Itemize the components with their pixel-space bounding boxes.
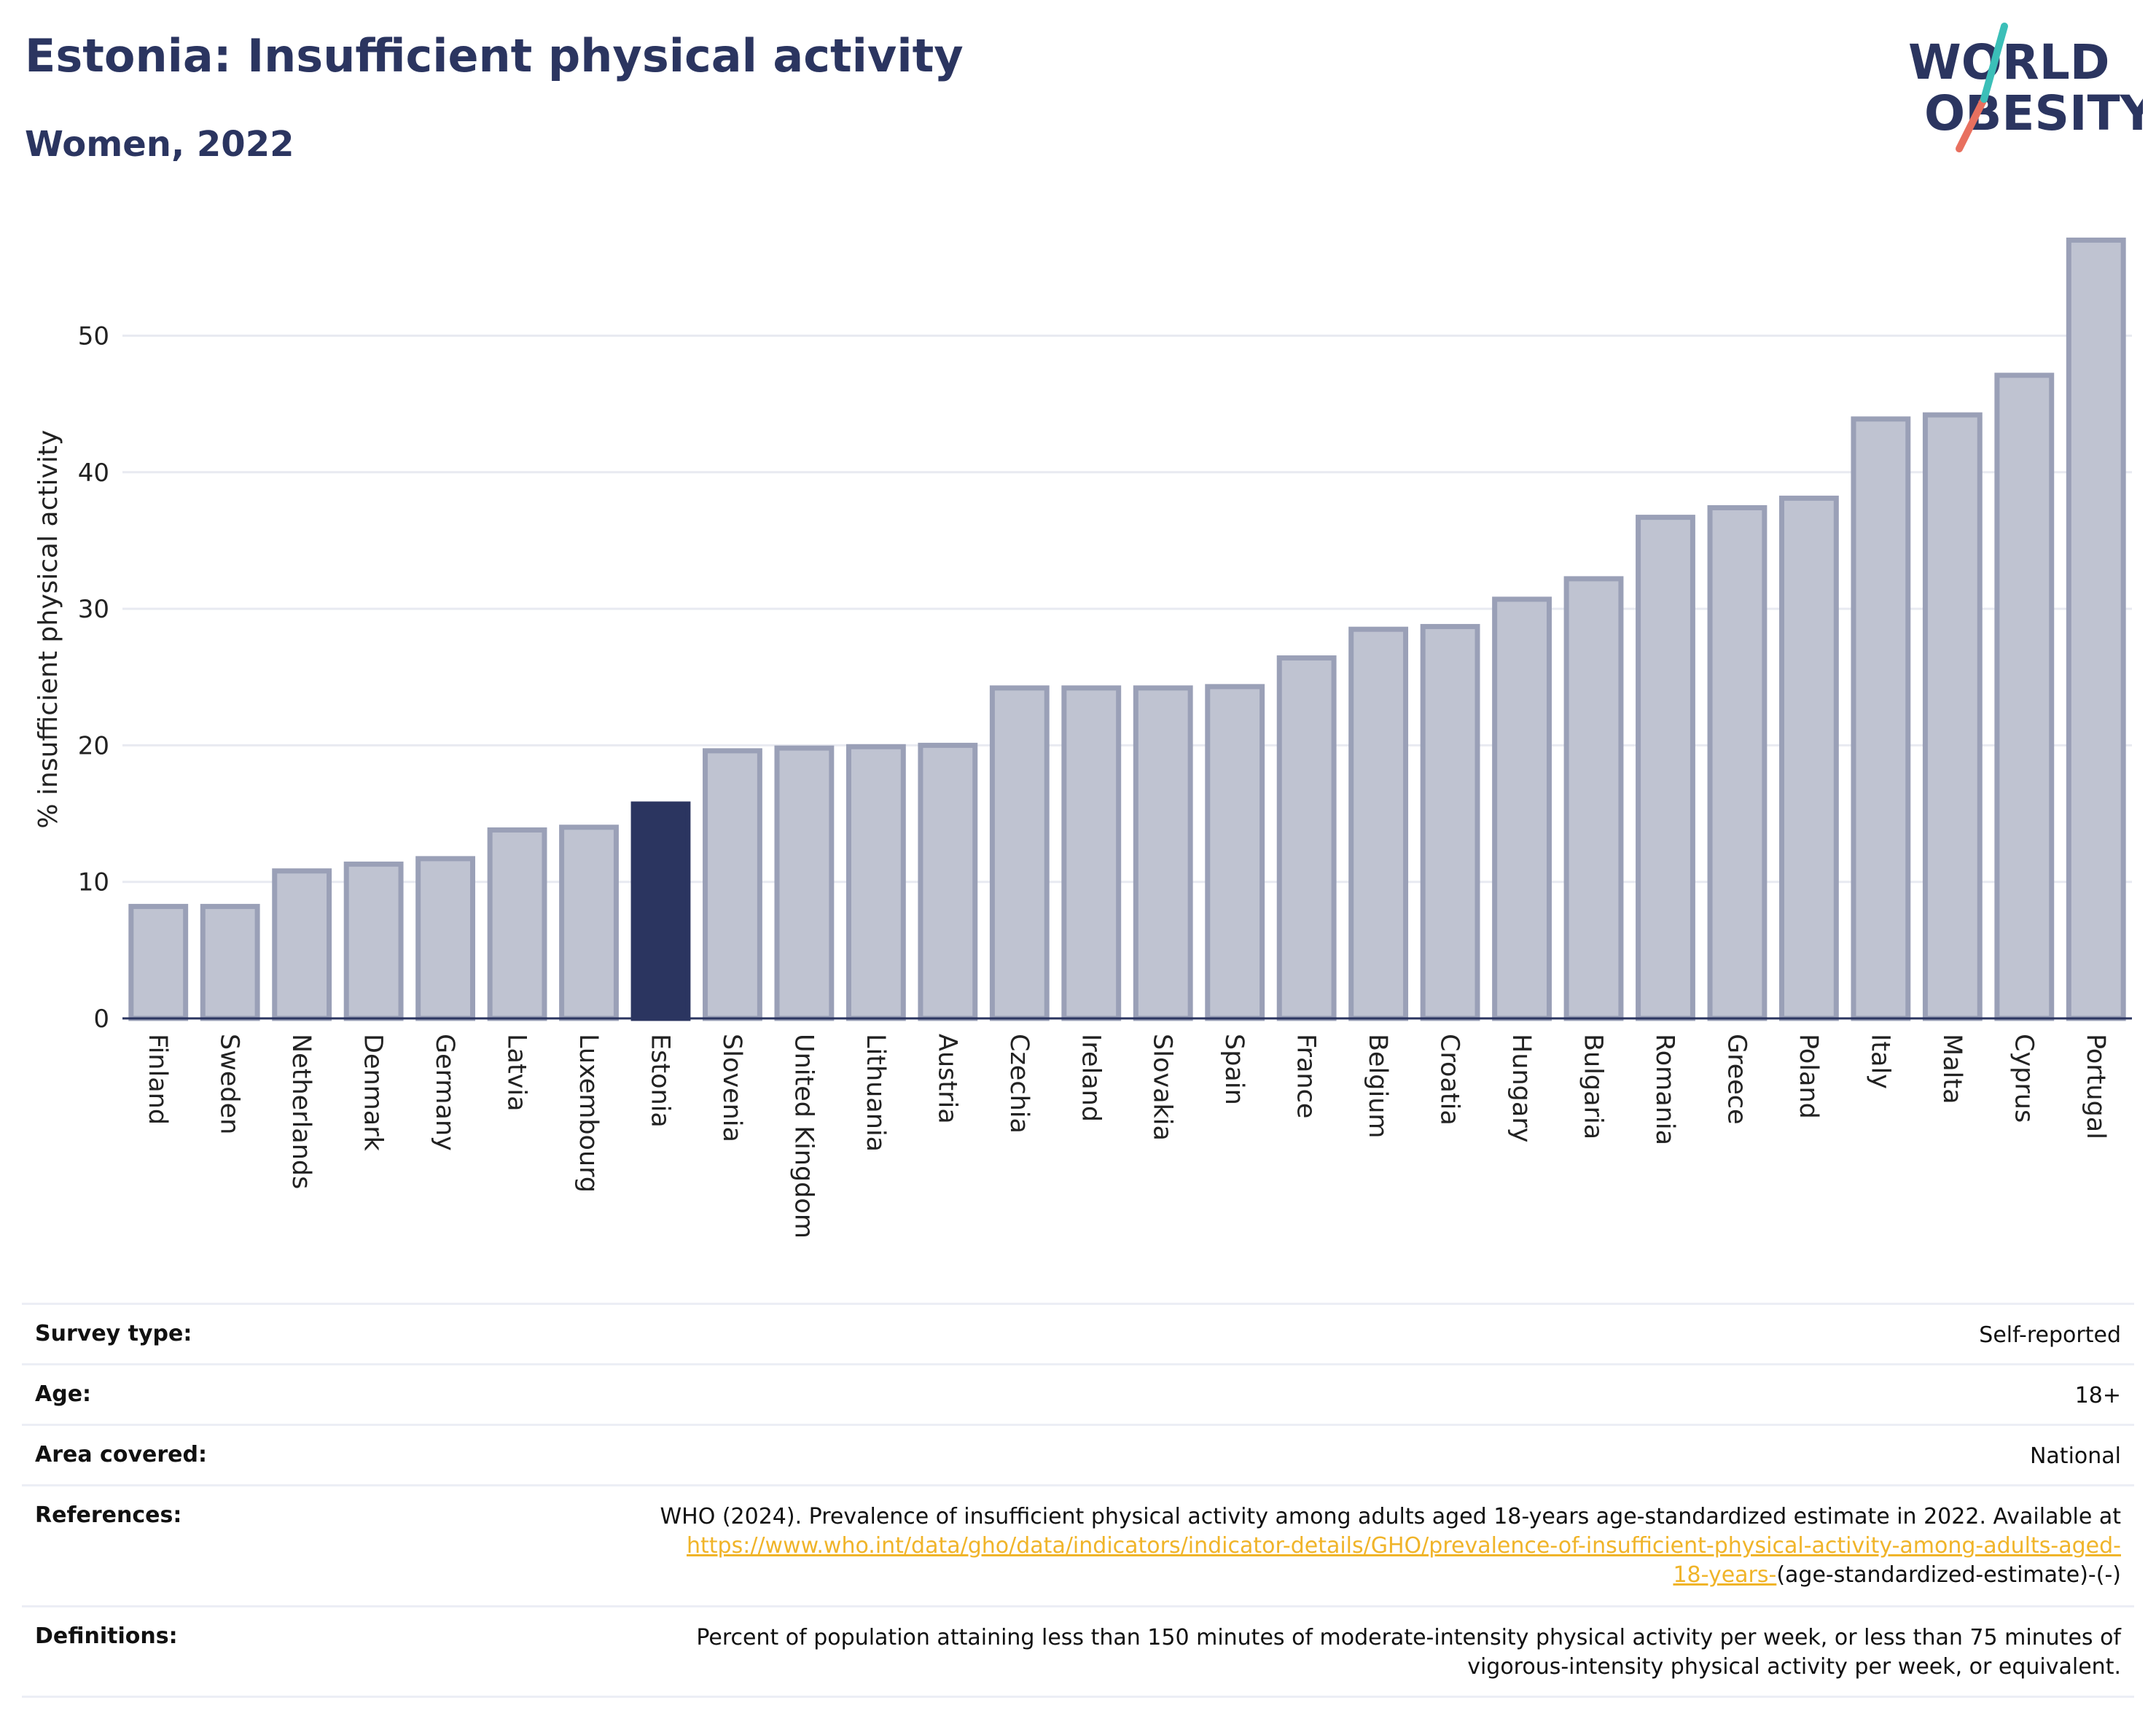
age-label: Age: [35,1381,92,1407]
x-tick-label: Austria [932,1034,961,1124]
logo-line2: OBESITY [1924,85,2143,141]
bars [128,237,2126,1021]
x-tick-label: Latvia [502,1034,531,1112]
x-tick-label: Hungary [1507,1034,1536,1142]
x-tick-label: Slovakia [1148,1034,1177,1141]
y-axis-ticks: 0 10 20 30 40 50 [78,322,109,1034]
x-tick-label: Estonia [645,1034,674,1128]
x-tick-label: Cyprus [2009,1034,2038,1123]
bar-ireland[interactable] [1061,685,1122,1021]
definitions-label: Definitions: [35,1623,178,1649]
bar-united-kingdom[interactable] [774,745,835,1021]
bar-austria[interactable] [918,742,978,1021]
references-text: WHO (2024). Prevalence of insufficient p… [660,1504,2121,1529]
x-tick-label: Portugal [2081,1034,2110,1139]
bar-czechia[interactable] [989,685,1050,1021]
x-tick-label: Bulgaria [1579,1034,1608,1139]
bar-netherlands[interactable] [272,868,332,1021]
chart-title: Estonia: Insufficient physical activity [25,29,964,82]
y-axis-label: % insufficient physical activity [34,430,63,829]
x-tick-label: Germany [430,1034,459,1151]
bar-slovakia[interactable] [1133,685,1193,1021]
logo-slash-upper [1980,23,2008,103]
bar-croatia[interactable] [1420,623,1480,1021]
references-link-part1[interactable]: https://www.who.int/data/gho/data/indica… [687,1533,2121,1559]
x-tick-label: Netherlands [286,1034,316,1189]
bar-italy[interactable] [1851,416,1911,1021]
references-value: WHO (2024). Prevalence of insufficient p… [660,1502,2121,1590]
bar-romania[interactable] [1636,515,1695,1021]
bar-hungary[interactable] [1492,596,1552,1021]
x-tick-label: Sweden [215,1034,244,1134]
x-tick-label: Lithuania [861,1034,890,1152]
references-label: References: [35,1502,182,1528]
bar-greece[interactable] [1707,504,1768,1021]
x-tick-label: Italy [1865,1034,1894,1089]
chart-subtitle: Women, 2022 [25,124,294,165]
x-tick-label: Slovenia [717,1034,746,1142]
bar-bulgaria[interactable] [1563,576,1624,1021]
x-tick-label: Spain [1219,1034,1249,1105]
bar-portugal[interactable] [2066,237,2126,1021]
x-tick-label: France [1292,1034,1321,1118]
bar-germany[interactable] [415,856,476,1021]
survey-type-value: Self-reported [1979,1322,2121,1348]
bar-denmark[interactable] [343,861,404,1021]
y-tick-label: 50 [78,322,109,351]
x-tick-label: Luxembourg [574,1034,603,1193]
y-tick-label: 40 [78,459,109,488]
logo-slash-lower [1956,95,1988,152]
info-row-survey-type: Survey type: Self-reported [22,1303,2134,1363]
bar-chart: 0 10 20 30 40 50 Finland Sweden Netherlands Denm… [34,237,2132,1239]
bar-cyprus[interactable] [1994,373,2055,1021]
references-suffix: (age-standardized-estimate)-(-) [1776,1562,2121,1588]
bar-sweden[interactable] [200,903,260,1021]
bar-poland[interactable] [1778,495,1839,1021]
age-value: 18+ [2074,1383,2121,1408]
x-tick-label: Ireland [1076,1034,1105,1122]
info-row-definitions: Definitions: Percent of population attai… [22,1605,2134,1698]
definitions-line1: Percent of population attaining less tha… [696,1625,2121,1650]
x-tick-label: Denmark [359,1034,388,1152]
y-tick-label: 10 [78,868,109,897]
y-tick-label: 20 [78,731,109,760]
bar-spain[interactable] [1205,684,1265,1021]
bar-estonia[interactable] [630,801,691,1021]
info-row-age: Age: 18+ [22,1363,2134,1424]
x-tick-label: Malta [1937,1034,1966,1104]
bar-malta[interactable] [1922,412,1983,1021]
logo-line1: WORLD [1908,34,2110,90]
x-tick-label: Greece [1722,1034,1751,1125]
x-tick-label: Romania [1650,1034,1679,1145]
bar-slovenia[interactable] [703,748,762,1021]
survey-type-label: Survey type: [35,1321,192,1346]
definitions-value: Percent of population attaining less tha… [696,1623,2121,1682]
y-tick-label: 0 [93,1005,109,1034]
bar-lithuania[interactable] [845,744,906,1021]
x-tick-label: United Kingdom [789,1034,818,1239]
world-obesity-logo: WORLD OBESITY [1908,23,2143,152]
x-tick-label: Belgium [1363,1034,1392,1139]
bar-latvia[interactable] [487,827,547,1021]
area-label: Area covered: [35,1442,207,1467]
bar-finland[interactable] [128,903,189,1021]
bar-belgium[interactable] [1348,626,1409,1021]
x-tick-label: Czechia [1004,1034,1034,1134]
references-link-part2[interactable]: 18-years- [1673,1562,1777,1588]
x-tick-label: Poland [1794,1034,1823,1119]
info-row-area: Area covered: National [22,1424,2134,1484]
bar-luxembourg[interactable] [559,824,619,1021]
x-axis-ticks: Finland Sweden Netherlands Denmark Germany La… [143,1034,2110,1239]
x-tick-label: Finland [143,1034,172,1125]
y-tick-label: 30 [78,595,109,624]
info-row-references: References: WHO (2024). Prevalence of in… [22,1484,2134,1605]
x-tick-label: Croatia [1435,1034,1464,1126]
area-value: National [2029,1443,2121,1469]
definitions-line2: vigorous-intensity physical activity per… [1467,1654,2121,1680]
bar-france[interactable] [1276,655,1337,1021]
info-table: Survey type: Self-reported Age: 18+ Area… [22,1303,2134,1698]
